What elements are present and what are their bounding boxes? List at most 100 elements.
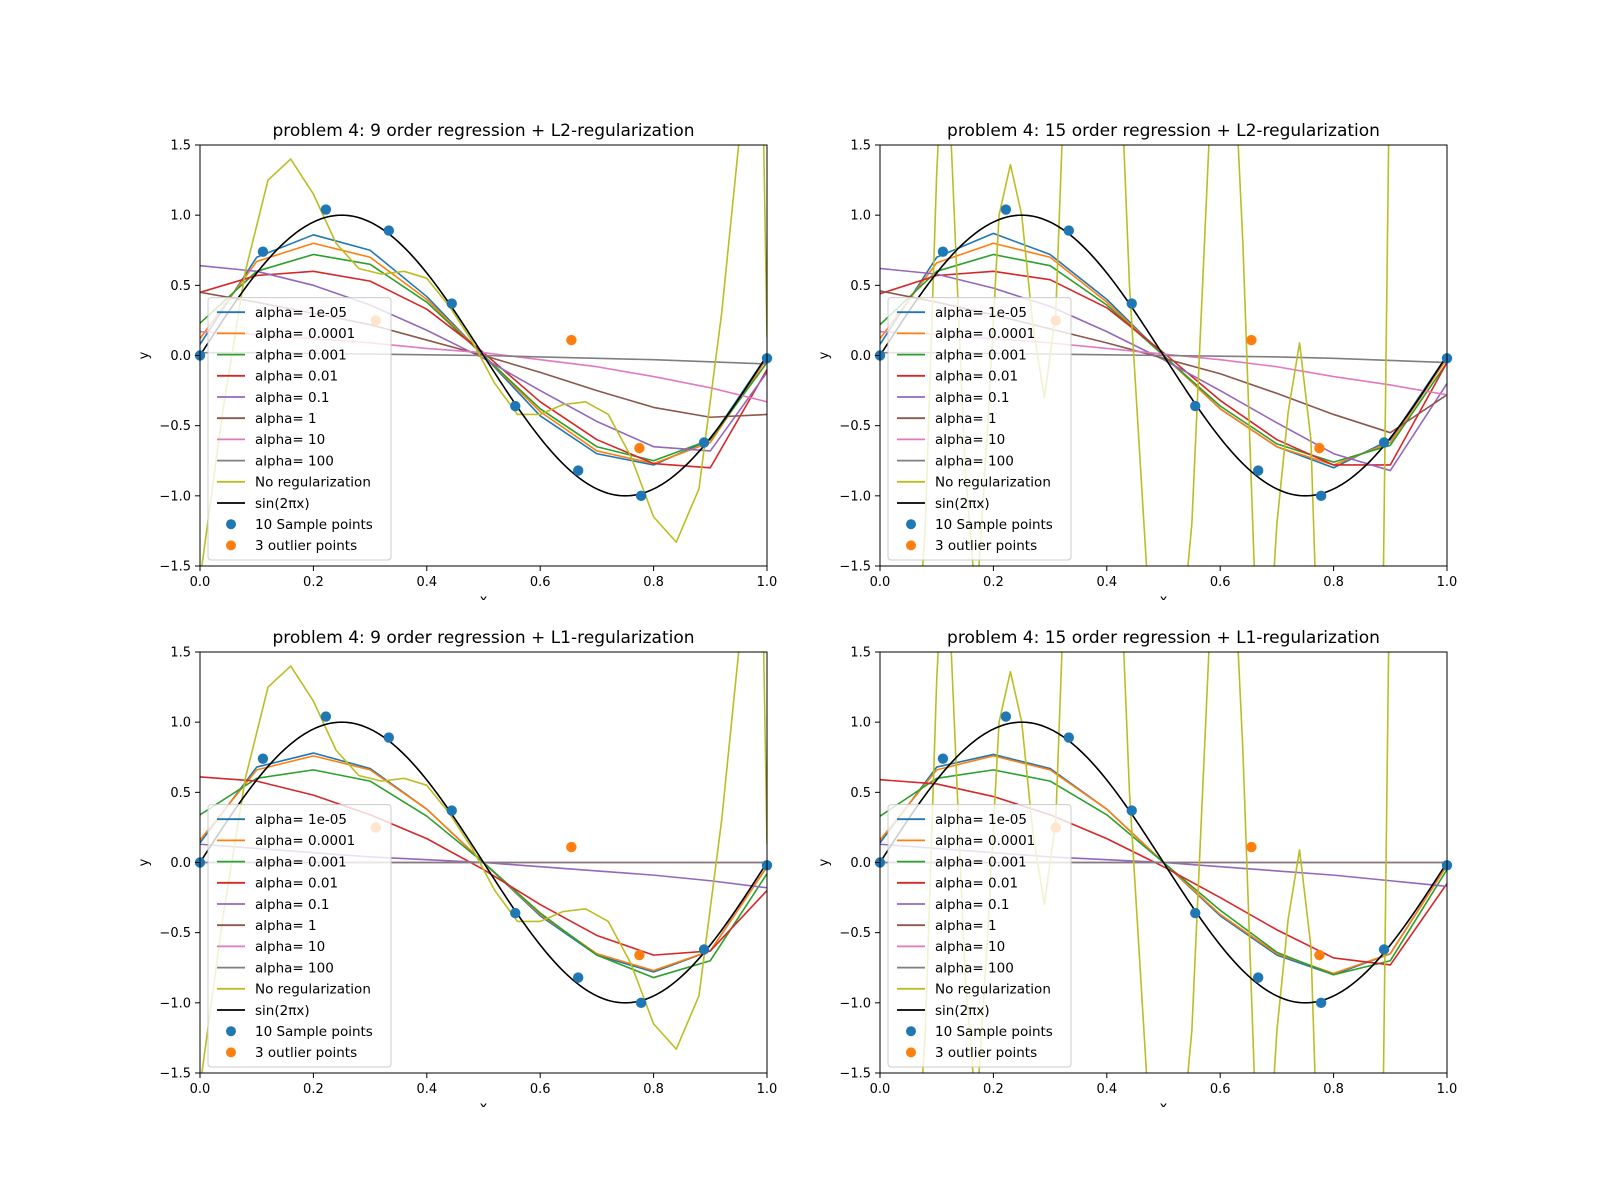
chart-2-ytick-label: −1.0 xyxy=(159,996,191,1011)
chart-1-xtick-label: 0.6 xyxy=(1210,575,1231,590)
chart-2-legend: alpha= 1e-05 alpha= 0.0001 alpha= 0.001 alp… xyxy=(207,804,392,1068)
chart-1-legend-label-alpha-10: alpha= 10 xyxy=(935,432,1005,448)
chart-1-point-10-sample-points xyxy=(937,246,949,257)
chart-3-xtick-label: 1.0 xyxy=(1437,1082,1458,1097)
subplot-9-order-l2: 0.0 0.2 0.4 0.6 0.8 1.0 −1.5 −1.0 −0.5 0.0 0.5 1.0 1… xyxy=(137,121,778,600)
chart-1-point-10-sample-points xyxy=(1378,437,1390,448)
chart-3-ytick-label: −0.5 xyxy=(839,926,871,941)
chart-3-point-3-outlier-points xyxy=(1314,949,1325,961)
chart-2-y-axis-label: y xyxy=(137,858,152,866)
chart-3-ytick-label: 1.0 xyxy=(850,716,871,731)
chart-1-y-axis-label: y xyxy=(817,351,832,359)
chart-3-point-10-sample-points xyxy=(1315,997,1327,1009)
chart-3-xtick-label: 0.0 xyxy=(870,1082,891,1097)
chart-0-series-line-alpha-0-1 xyxy=(200,264,767,452)
chart-0-xtick-label: 0.8 xyxy=(643,575,664,590)
chart-1-legend-swatch-3-outlier-points xyxy=(906,540,916,551)
chart-2-xtick-label: 0.4 xyxy=(416,1082,437,1097)
chart-0-legend-box xyxy=(207,297,392,561)
chart-3-point-3-outlier-points xyxy=(1246,841,1257,853)
chart-2-legend-label-10-sample-points: 10 Sample points xyxy=(255,1024,373,1040)
chart-3-point-10-sample-points xyxy=(1000,711,1012,722)
chart-3-legend-swatch-10-sample-points xyxy=(906,1026,916,1037)
chart-3-legend-label-no-regularization: No regularization xyxy=(935,982,1051,998)
chart-3-ytick-label: 0.0 xyxy=(850,856,871,871)
chart-3-xtick-label: 0.4 xyxy=(1096,1082,1117,1097)
chart-0-legend-label-alpha-100: alpha= 100 xyxy=(255,453,334,469)
chart-1-legend-label-alpha-1e-05: alpha= 1e-05 xyxy=(935,305,1027,321)
chart-1-legend-label-10-sample-points: 10 Sample points xyxy=(935,517,1053,533)
chart-2-point-10-sample-points xyxy=(257,753,269,764)
chart-0-legend-label-alpha-0-001: alpha= 0.001 xyxy=(255,347,347,363)
chart-3-legend-swatch-3-outlier-points xyxy=(906,1047,916,1058)
chart-1-x-axis-label: x xyxy=(1160,593,1168,600)
chart-2-point-10-sample-points xyxy=(572,972,584,983)
chart-2-xtick-label: 1.0 xyxy=(757,1082,778,1097)
chart-2-legend-label-alpha-0-0001: alpha= 0.0001 xyxy=(255,833,355,849)
chart-0-legend-label-alpha-0-0001: alpha= 0.0001 xyxy=(255,326,355,342)
chart-1-legend-label-3-outlier-points: 3 outlier points xyxy=(935,538,1037,554)
chart-2-legend-label-alpha-10: alpha= 10 xyxy=(255,939,325,955)
chart-3-xtick-label: 0.2 xyxy=(983,1082,1004,1097)
chart-0-legend: alpha= 1e-05 alpha= 0.0001 alpha= 0.001 alp… xyxy=(207,297,392,561)
chart-1-point-10-sample-points xyxy=(1063,225,1075,236)
chart-3-title: problem 4: 15 order regression + L1-regu… xyxy=(947,628,1380,648)
chart-0-point-3-outlier-points xyxy=(566,334,577,346)
chart-1-xtick-label: 0.4 xyxy=(1096,575,1117,590)
chart-3-legend-label-alpha-0-001: alpha= 0.001 xyxy=(935,854,1027,870)
chart-0-legend-label-no-regularization: No regularization xyxy=(255,475,371,491)
chart-1-legend-label-sin-2-x: sin(2πx) xyxy=(935,496,990,512)
chart-3-point-10-sample-points xyxy=(1378,944,1390,955)
chart-2-xtick-label: 0.6 xyxy=(530,1082,551,1097)
chart-1-legend-swatch-10-sample-points xyxy=(906,519,916,530)
chart-2-xtick-label: 0.2 xyxy=(303,1082,324,1097)
chart-1-legend-box xyxy=(887,297,1072,561)
chart-1-point-10-sample-points xyxy=(1190,400,1201,412)
chart-3-legend-label-alpha-10: alpha= 10 xyxy=(935,939,1005,955)
chart-0-point-10-sample-points xyxy=(446,298,457,309)
chart-2-legend-swatch-10-sample-points xyxy=(226,1026,236,1037)
chart-3-xtick-label: 0.8 xyxy=(1323,1082,1344,1097)
chart-2-point-10-sample-points xyxy=(446,805,457,816)
chart-2-xtick-label: 0.0 xyxy=(190,1082,211,1097)
chart-0-title: problem 4: 9 order regression + L2-regul… xyxy=(272,121,694,141)
chart-1-legend-label-no-regularization: No regularization xyxy=(935,475,1051,491)
chart-1-xtick-label: 0.8 xyxy=(1323,575,1344,590)
chart-1-series-group xyxy=(880,145,1447,566)
chart-1-legend-label-alpha-100: alpha= 100 xyxy=(935,453,1014,469)
chart-3-legend-label-alpha-0-01: alpha= 0.01 xyxy=(935,876,1018,892)
chart-1-ytick-label: 0.5 xyxy=(850,279,871,294)
chart-3-x-axis-label: x xyxy=(1160,1100,1168,1107)
chart-1-legend: alpha= 1e-05 alpha= 0.0001 alpha= 0.001 alp… xyxy=(887,297,1072,561)
chart-2-series-line-no-regularization xyxy=(201,652,767,1073)
chart-3-legend-label-3-outlier-points: 3 outlier points xyxy=(935,1045,1037,1061)
chart-0-x-axis-label: x xyxy=(480,593,488,600)
chart-0-ytick-label: −0.5 xyxy=(159,419,191,434)
chart-3-series-line-sin-2-x xyxy=(880,721,1447,1004)
chart-1-point-10-sample-points xyxy=(1315,490,1327,502)
chart-2-ytick-label: −0.5 xyxy=(159,926,191,941)
chart-0-point-3-outlier-points xyxy=(634,442,645,454)
chart-1-series-line-alpha-0-1 xyxy=(880,267,1447,472)
chart-3-xtick-label: 0.6 xyxy=(1210,1082,1231,1097)
chart-0-xtick-label: 1.0 xyxy=(757,575,778,590)
subplot-15-order-l1: 0.0 0.2 0.4 0.6 0.8 1.0 −1.5 −1.0 −0.5 0.0 0.5 1.0 1… xyxy=(817,628,1458,1107)
chart-3-y-axis-label: y xyxy=(817,858,832,866)
chart-2-point-10-sample-points xyxy=(510,907,521,919)
chart-3-point-10-sample-points xyxy=(937,753,949,764)
chart-1-xtick-label: 0.0 xyxy=(870,575,891,590)
chart-0-xtick-label: 0.6 xyxy=(530,575,551,590)
chart-1-legend-label-alpha-0-0001: alpha= 0.0001 xyxy=(935,326,1035,342)
chart-3-point-10-sample-points xyxy=(1126,805,1137,816)
chart-0-legend-label-10-sample-points: 10 Sample points xyxy=(255,517,373,533)
chart-3-legend-label-alpha-1e-05: alpha= 1e-05 xyxy=(935,812,1027,828)
chart-2-legend-label-alpha-0-1: alpha= 0.1 xyxy=(255,897,330,913)
chart-0-point-10-sample-points xyxy=(572,465,584,476)
chart-0-series-line-sin-2-x xyxy=(200,214,767,497)
chart-2-ytick-label: 0.5 xyxy=(170,786,191,801)
chart-2-ytick-label: 0.0 xyxy=(170,856,191,871)
chart-2-point-10-sample-points xyxy=(320,711,332,722)
chart-0-ytick-label: −1.5 xyxy=(159,560,191,575)
chart-1-xtick-label: 0.2 xyxy=(983,575,1004,590)
chart-2-xtick-label: 0.8 xyxy=(643,1082,664,1097)
